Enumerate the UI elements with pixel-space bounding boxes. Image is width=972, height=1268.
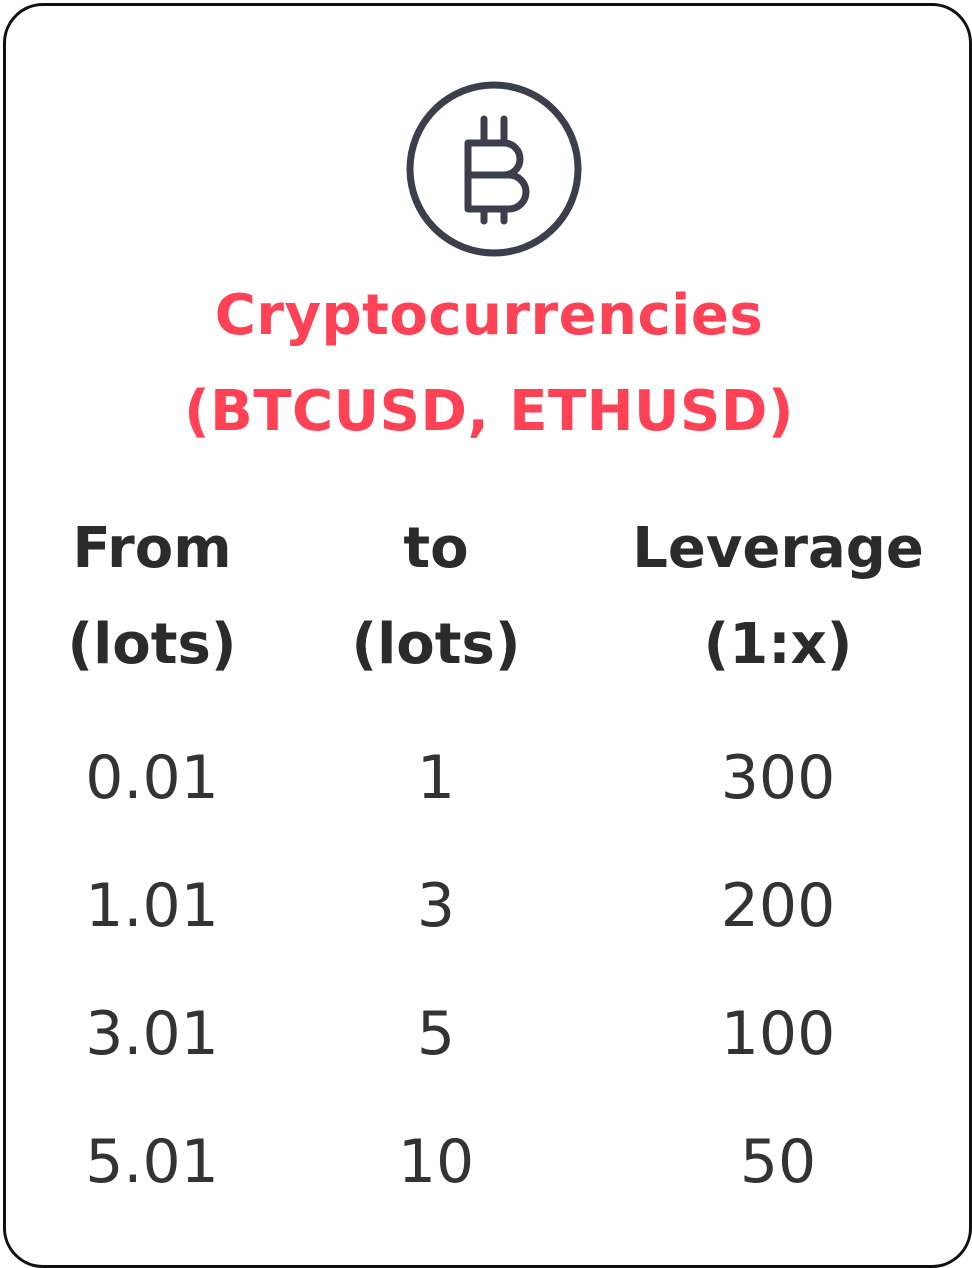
cell-to: 1	[416, 743, 456, 813]
cell-to: 10	[397, 1127, 475, 1197]
col-header-from-line1: From	[72, 516, 232, 581]
title-line-1: Cryptocurrencies	[214, 283, 764, 348]
cell-from: 5.01	[85, 1127, 219, 1197]
cell-leverage: 100	[720, 999, 836, 1069]
cell-from: 3.01	[85, 999, 219, 1069]
col-header-to-line2: (lots)	[351, 612, 521, 677]
bitcoin-icon	[406, 81, 582, 257]
cell-leverage: 300	[720, 743, 836, 813]
cell-from: 0.01	[85, 743, 219, 813]
cell-leverage: 50	[739, 1127, 817, 1197]
col-header-to-line1: to	[403, 516, 469, 581]
col-header-from: From (lots)	[46, 501, 258, 693]
cell-leverage: 200	[720, 871, 836, 941]
col-header-from-line2: (lots)	[67, 612, 237, 677]
title-line-2: (BTCUSD, ETHUSD)	[184, 379, 794, 444]
col-header-to: to (lots)	[336, 501, 536, 693]
cell-from: 1.01	[85, 871, 219, 941]
leverage-card: Cryptocurrencies (BTCUSD, ETHUSD) From (…	[3, 3, 972, 1268]
cell-to: 3	[416, 871, 456, 941]
cell-to: 5	[416, 999, 456, 1069]
col-header-leverage: Leverage (1:x)	[626, 501, 930, 693]
col-header-leverage-line2: (1:x)	[703, 612, 853, 677]
col-header-leverage-line1: Leverage	[632, 516, 924, 581]
